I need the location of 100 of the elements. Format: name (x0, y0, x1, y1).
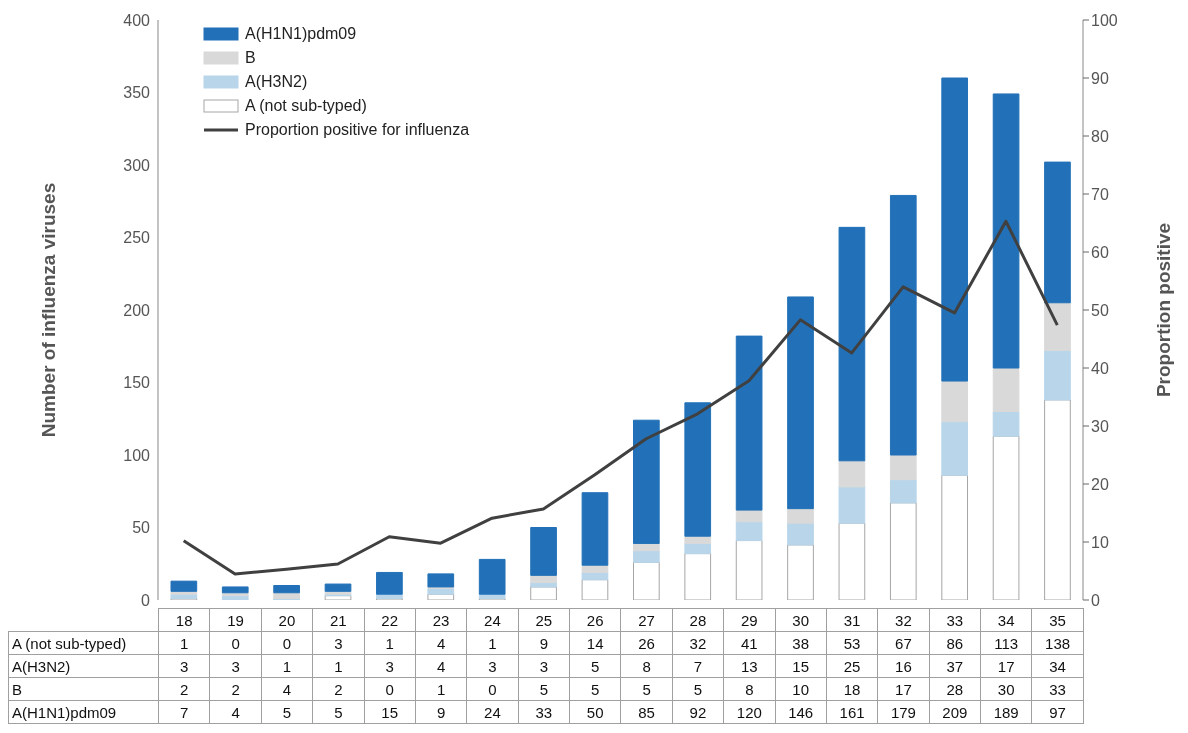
x-tick-label: 24 (466, 608, 519, 632)
y2-tick-label: 60 (1091, 243, 1109, 261)
data-label: 5 (620, 677, 673, 701)
data-label: 179 (877, 700, 930, 724)
y-axis-title: Number of influenza viruses (37, 182, 59, 438)
data-label: 3 (312, 631, 364, 655)
y-tick-label: 50 (132, 519, 151, 537)
data-label: 85 (620, 700, 673, 724)
data-label: 86 (929, 631, 981, 655)
data-label: 10 (775, 677, 827, 701)
y2-tick-label: 10 (1091, 533, 1109, 551)
y-tick-label: 100 (123, 446, 151, 464)
data-label: 18 (826, 677, 878, 701)
data-label: 15 (775, 654, 827, 678)
data-label: 9 (518, 631, 570, 655)
x-tick-label: 28 (672, 608, 724, 632)
data-label: 1 (415, 677, 467, 701)
data-label: 33 (518, 700, 570, 724)
data-label: 26 (620, 631, 673, 655)
y-tick-label: 300 (123, 156, 151, 174)
data-label: 1 (466, 631, 519, 655)
legend-label: A(H3N2) (245, 73, 308, 91)
y2-tick-label: 80 (1091, 127, 1109, 145)
data-label: 50 (569, 700, 621, 724)
data-label: 3 (466, 654, 519, 678)
data-label: 138 (1031, 631, 1084, 655)
y2-tick-label: 50 (1091, 301, 1109, 319)
data-label: 146 (775, 700, 827, 724)
data-label: 15 (364, 700, 416, 724)
data-label: 3 (209, 654, 262, 678)
data-label: 37 (929, 654, 981, 678)
data-label: 30 (980, 677, 1032, 701)
y2-tick-label: 70 (1091, 185, 1109, 203)
data-label: 2 (158, 677, 210, 701)
y-tick-label: 0 (141, 591, 151, 609)
data-label: 2 (312, 677, 364, 701)
data-label: 16 (877, 654, 930, 678)
data-label: 17 (877, 677, 930, 701)
y2-tick-label: 100 (1091, 11, 1118, 29)
data-label: 5 (261, 700, 313, 724)
data-label: 67 (877, 631, 930, 655)
data-label: 5 (518, 677, 570, 701)
legend-label: B (245, 49, 256, 67)
data-label: 8 (723, 677, 775, 701)
data-label: 97 (1031, 700, 1084, 724)
data-label: 0 (209, 631, 262, 655)
data-label: 4 (209, 700, 262, 724)
x-tick-label: 23 (415, 608, 467, 632)
data-label: 4 (261, 677, 313, 701)
data-label: 53 (826, 631, 878, 655)
data-label: 24 (466, 700, 519, 724)
data-label: 8 (620, 654, 673, 678)
data-label: 1 (261, 654, 313, 678)
data-label: 5 (569, 654, 621, 678)
legend-label: Proportion positive for influenza (245, 121, 470, 139)
data-label: 189 (980, 700, 1032, 724)
data-label: 1 (312, 654, 364, 678)
data-label: 2 (209, 677, 262, 701)
data-label: 9 (415, 700, 467, 724)
data-label: 34 (1031, 654, 1084, 678)
data-label: 113 (980, 631, 1032, 655)
data-label: 33 (1031, 677, 1084, 701)
data-label: 161 (826, 700, 878, 724)
data-label: 0 (261, 631, 313, 655)
x-tick-label: 31 (826, 608, 878, 632)
data-label: 3 (518, 654, 570, 678)
legend-label: A(H1N1)pdm09 (245, 25, 357, 43)
y2-tick-label: 30 (1091, 417, 1109, 435)
legend-label: A (not sub-typed) (245, 97, 367, 115)
x-tick-label: 33 (929, 608, 981, 632)
x-tick-label: 26 (569, 608, 621, 632)
text: B (12, 680, 23, 698)
y2-tick-label: 40 (1091, 359, 1109, 377)
data-label: 17 (980, 654, 1032, 678)
data-label: 92 (672, 700, 724, 724)
data-label: 0 (466, 677, 519, 701)
data-label: 38 (775, 631, 827, 655)
x-tick-label: 30 (775, 608, 827, 632)
data-label: 13 (723, 654, 775, 678)
x-tick-label: 21 (312, 608, 364, 632)
x-tick-label: 35 (1031, 608, 1084, 632)
data-label: 5 (569, 677, 621, 701)
data-label: 7 (158, 700, 210, 724)
data-label: 5 (312, 700, 364, 724)
data-label: 1 (158, 631, 210, 655)
x-tick-label: 20 (261, 608, 313, 632)
data-label: 3 (158, 654, 210, 678)
x-tick-label: 19 (209, 608, 262, 632)
y2-axis-title: Proportion positive (1152, 222, 1174, 398)
x-tick-label: 22 (364, 608, 416, 632)
data-label: 41 (723, 631, 775, 655)
text: A(H1N1)pdm09 (12, 703, 117, 721)
data-label: 4 (415, 654, 467, 678)
y-tick-label: 150 (123, 374, 151, 392)
data-label: 0 (364, 677, 416, 701)
data-label: 32 (672, 631, 724, 655)
data-label: 5 (672, 677, 724, 701)
y-tick-label: 250 (123, 229, 151, 247)
text: A(H3N2) (12, 657, 71, 675)
y-tick-label: 400 (123, 11, 151, 29)
